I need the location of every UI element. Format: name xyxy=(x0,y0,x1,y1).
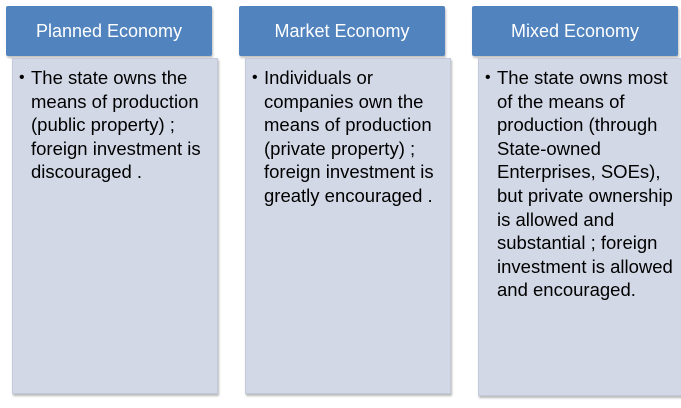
column-title: Mixed Economy xyxy=(510,20,640,41)
bullet-list: • The state owns most of the means of pr… xyxy=(485,66,675,302)
column-header: Planned Economy xyxy=(6,6,212,56)
column-title: Planned Economy xyxy=(35,20,183,41)
list-item: • The state owns most of the means of pr… xyxy=(485,66,675,302)
list-item: • Individuals or companies own the means… xyxy=(252,66,442,208)
column-body: • The state owns most of the means of pr… xyxy=(478,58,681,396)
column-market-economy: Market Economy • Individuals or companie… xyxy=(239,6,451,394)
list-item-text: Individuals or companies own the means o… xyxy=(264,67,434,206)
bullet-icon: • xyxy=(485,69,491,86)
column-title: Market Economy xyxy=(274,20,410,41)
list-item-text: The state owns the means of production (… xyxy=(31,67,201,183)
bullet-icon: • xyxy=(252,69,258,86)
bullet-list: • Individuals or companies own the means… xyxy=(252,66,442,208)
bullet-icon: • xyxy=(19,69,25,86)
list-item: • The state owns the means of production… xyxy=(19,66,209,184)
column-header: Market Economy xyxy=(239,6,445,56)
list-item-text: The state owns most of the means of prod… xyxy=(497,67,673,301)
column-header: Mixed Economy xyxy=(472,6,678,56)
column-body: • The state owns the means of production… xyxy=(12,58,218,394)
column-mixed-economy: Mixed Economy • The state owns most of t… xyxy=(472,6,681,396)
bullet-list: • The state owns the means of production… xyxy=(19,66,209,184)
column-planned-economy: Planned Economy • The state owns the mea… xyxy=(6,6,218,394)
column-body: • Individuals or companies own the means… xyxy=(245,58,451,394)
